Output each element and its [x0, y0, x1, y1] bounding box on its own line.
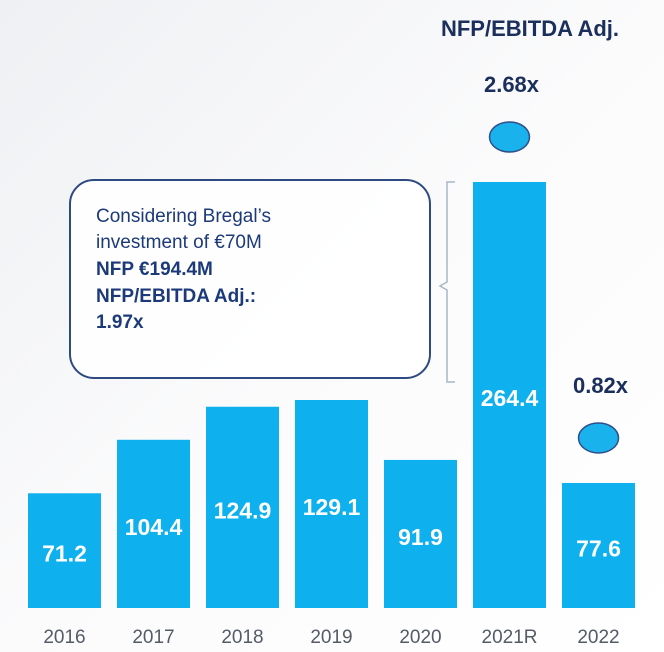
x-tick-label: 2021R	[482, 627, 538, 648]
annotation-line: 1.97x	[96, 312, 144, 333]
bar	[28, 493, 101, 608]
annotation-line: NFP/EBITDA Adj.:	[96, 286, 256, 307]
annotation-line: NFP €194.4M	[96, 259, 213, 280]
bar	[206, 406, 279, 608]
value-label: 104.4	[125, 514, 183, 540]
bracket	[438, 181, 455, 383]
x-tick-label: 2016	[43, 627, 85, 648]
x-tick-label: 2020	[399, 627, 441, 648]
x-tick-label: 2019	[310, 627, 352, 648]
bar	[295, 399, 368, 608]
ratio-label: 2.68x	[484, 72, 540, 97]
value-label: 129.1	[303, 494, 361, 520]
value-label: 77.6	[576, 536, 621, 562]
annotation-box	[69, 179, 431, 379]
x-tick-label: 2022	[577, 627, 619, 648]
ratio-marker	[577, 422, 620, 454]
x-tick-label: 2017	[132, 627, 174, 648]
x-tick-label: 2018	[221, 627, 263, 648]
value-label: 71.2	[42, 541, 87, 567]
bar	[384, 459, 457, 608]
value-label: 91.9	[398, 524, 443, 550]
bar	[473, 182, 546, 608]
value-label: 124.9	[214, 497, 272, 523]
bar	[117, 439, 190, 608]
ratio-label: 0.82x	[573, 373, 629, 398]
chart-title: NFP/EBITDA Adj.	[441, 16, 619, 41]
annotation-line: investment of €70M	[96, 232, 262, 253]
ratio-marker	[488, 121, 531, 153]
value-label: 264.4	[481, 385, 539, 411]
bar	[562, 482, 635, 608]
annotation-line: Considering Bregal’s	[96, 206, 271, 227]
